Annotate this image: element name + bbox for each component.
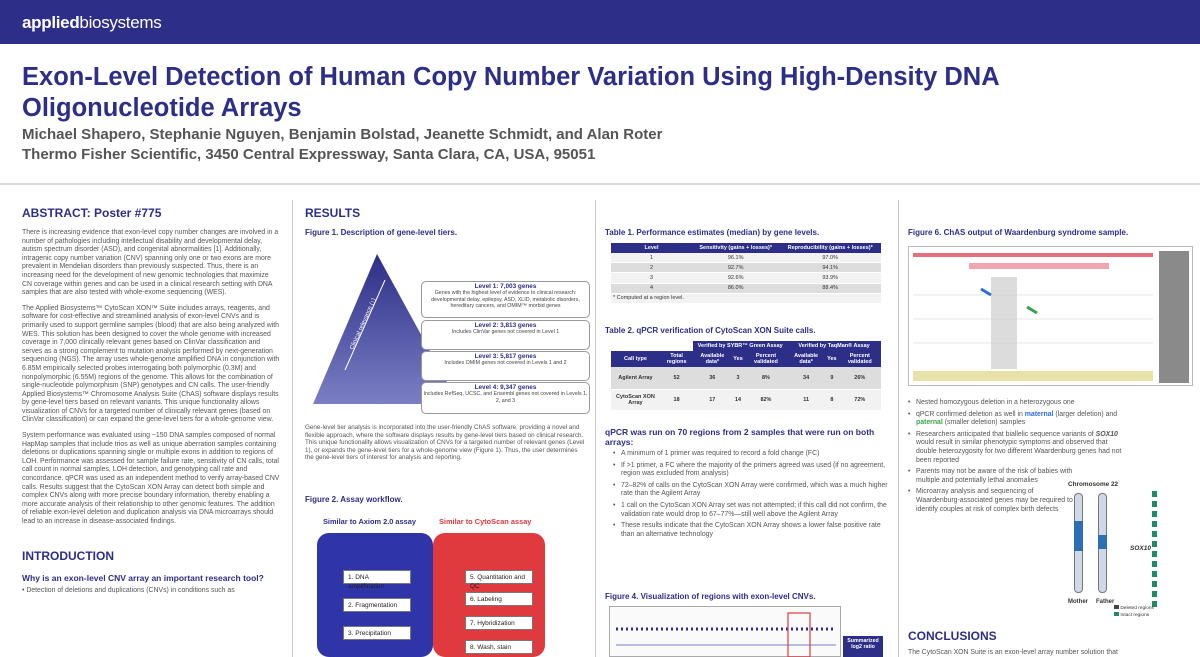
list-item: Microarray analysis and sequencing of Wa… [908,488,1073,514]
table-header: Sensitivity (gains + losses)* [692,243,780,253]
list-item: 1 call on the CytoScan XON Array set was… [613,502,888,519]
workflow-step: 7. Hybridization [465,616,533,630]
figure6-list: Nested homozygous deletion in a heterozy… [908,396,1121,514]
list-item: 72–82% of calls on the CytoScan XON Arra… [613,482,888,499]
tier-level-4: Level 4: 9,347 genes Includes RefSeq, UCS… [421,382,590,414]
table-row: 3 92.6% 93.9% [611,272,881,284]
table-row: Agilent Array 52 36 3 8% 34 9 26% [611,366,881,390]
tier-level-3: Level 3: 5,817 genes Includes OMIM genes … [421,351,590,381]
conclusions-heading: CONCLUSIONS [908,629,997,643]
chas-screenshot [908,246,1193,386]
list-item: qPCR confirmed deletion as well in mater… [908,411,1128,428]
figure6-caption: Figure 6. ChAS output of Waardenburg syn… [908,228,1129,237]
brand-logo: appliedbiosystems [22,13,162,32]
results-column: RESULTS Figure 1. Description of gene-le… [305,200,590,657]
list-item: If >1 primer, a FC where the majority of… [613,462,888,479]
abstract-column: ABSTRACT: Poster #775 There is increasin… [22,200,280,595]
workflow-step: 5. Quantitation and QC [465,570,533,590]
results-heading: RESULTS [305,206,361,220]
workflow-step: 2. Fragmentation [343,598,411,612]
table-row: CytoScan XON Array 18 17 14 82% 11 8 72% [611,389,881,411]
table-row: 4 86.0% 88.4% [611,283,881,294]
figure6-column: Figure 6. ChAS output of Waardenburg syn… [908,200,1193,657]
tier-level-1: Level 1: 7,003 genes Genes with the highe… [421,281,590,318]
list-item: These results indicate that the CytoScan… [613,522,888,539]
chromosome-band [1074,521,1083,551]
chromosome-legend: Deleted regions Intact regions [1114,605,1154,619]
cytoscan-label: Similar to CytoScan assay [439,517,532,526]
figure2-caption: Figure 2. Assay workflow. [305,495,403,504]
list-item: Nested homozygous deletion in a heterozy… [908,399,1188,408]
qpcr-list: A minimum of 1 primer was required to re… [613,450,888,539]
column-divider [898,200,899,657]
chas-plot [913,251,1189,383]
tier-level-2: Level 2: 3,813 genes Includes ClinVar gen… [421,320,590,350]
affiliation: Thermo Fisher Scientific, 3450 Central E… [22,146,596,163]
table-row: 1 96.1% 97.0% [611,253,881,264]
figure1-text: Gene-level tier analysis is incorporated… [305,424,585,462]
abstract-paragraph: System performance was evaluated using ~… [22,432,280,525]
intro-subheading: Why is an exon-level CNV array an import… [22,572,264,583]
gene-track [1152,491,1157,611]
intro-heading: INTRODUCTION [22,548,114,563]
table-row: Level Sensitivity (gains + losses)* Reprod… [611,243,881,253]
qpcr-heading: qPCR was run on 70 regions from 2 sample… [605,426,875,447]
column-divider [292,200,293,657]
authors: Michael Shapero, Stephanie Nguyen, Benja… [22,126,663,143]
intro-text: • Detection of deletions and duplication… [22,586,235,594]
table-header: Level [611,243,692,253]
father-label: Father [1096,599,1115,605]
conclusions-text: The CytoScan XON Suite is an exon-level … [908,649,1118,656]
abstract-paragraph: The Applied Biosystems™ CytoScan XON™ Su… [22,304,280,424]
list-item: Researchers anticipated that biallelic s… [908,431,1128,465]
figure4-plot [609,606,841,657]
workflow-step: 3. Precipitation [343,626,411,640]
cnv-track [616,612,836,657]
table-row: 2 92.7% 94.1% [611,262,881,274]
gene-label: SOX10 [1130,545,1151,552]
tier-pyramid-figure: Clinical relevance (↑) Level 1: 7,003 ge… [305,250,590,414]
abstract-heading: ABSTRACT: Poster #775 [22,206,162,220]
workflow-step: 1. DNA amplification [343,570,411,590]
poster-title: Exon-Level Detection of Human Copy Numbe… [22,63,999,122]
table1: Level Sensitivity (gains + losses)* Reprod… [611,243,881,304]
table-row: Call type Total regions Available data* Yes… [611,350,881,367]
figure4-caption: Figure 4. Visualization of regions with … [605,592,816,601]
tables-column: Table 1. Performance estimates (median) … [605,200,888,657]
workflow-step: 8. Wash, stain [465,640,533,654]
figure1-caption: Figure 1. Description of gene-level tier… [305,228,458,237]
table1-caption: Table 1. Performance estimates (median) … [605,228,820,237]
column-divider [595,200,596,657]
header-bar: appliedbiosystems [0,0,1200,44]
chromosome-figure: Chromosome 22 SOX10 Mother Father Delete… [1068,481,1193,619]
header-divider [0,183,1200,185]
list-item: A minimum of 1 primer was required to re… [613,450,888,459]
table2: Verified by SYBR™ Green Assay Verified by… [611,340,881,411]
mother-label: Mother [1068,599,1088,605]
chromosome-band [1098,535,1107,549]
table2-caption: Table 2. qPCR verification of CytoScan X… [605,325,816,335]
figure4-legend: Summarized log2 ratio [843,636,883,657]
table-header: Reproducibility (gains + losses)* [779,243,881,253]
list-item: Parents may not be aware of the risk of … [908,468,1073,485]
table-row: Verified by SYBR™ Green Assay Verified by… [611,340,881,351]
axiom-label: Similar to Axiom 2.0 assay [323,517,416,526]
abstract-paragraph: There is increasing evidence that exon-l… [22,229,279,297]
workflow-step: 6. Labeling [465,592,533,606]
table-row: * Computed at a region level. [611,293,881,304]
chromosome-label: Chromosome 22 [1068,481,1119,488]
